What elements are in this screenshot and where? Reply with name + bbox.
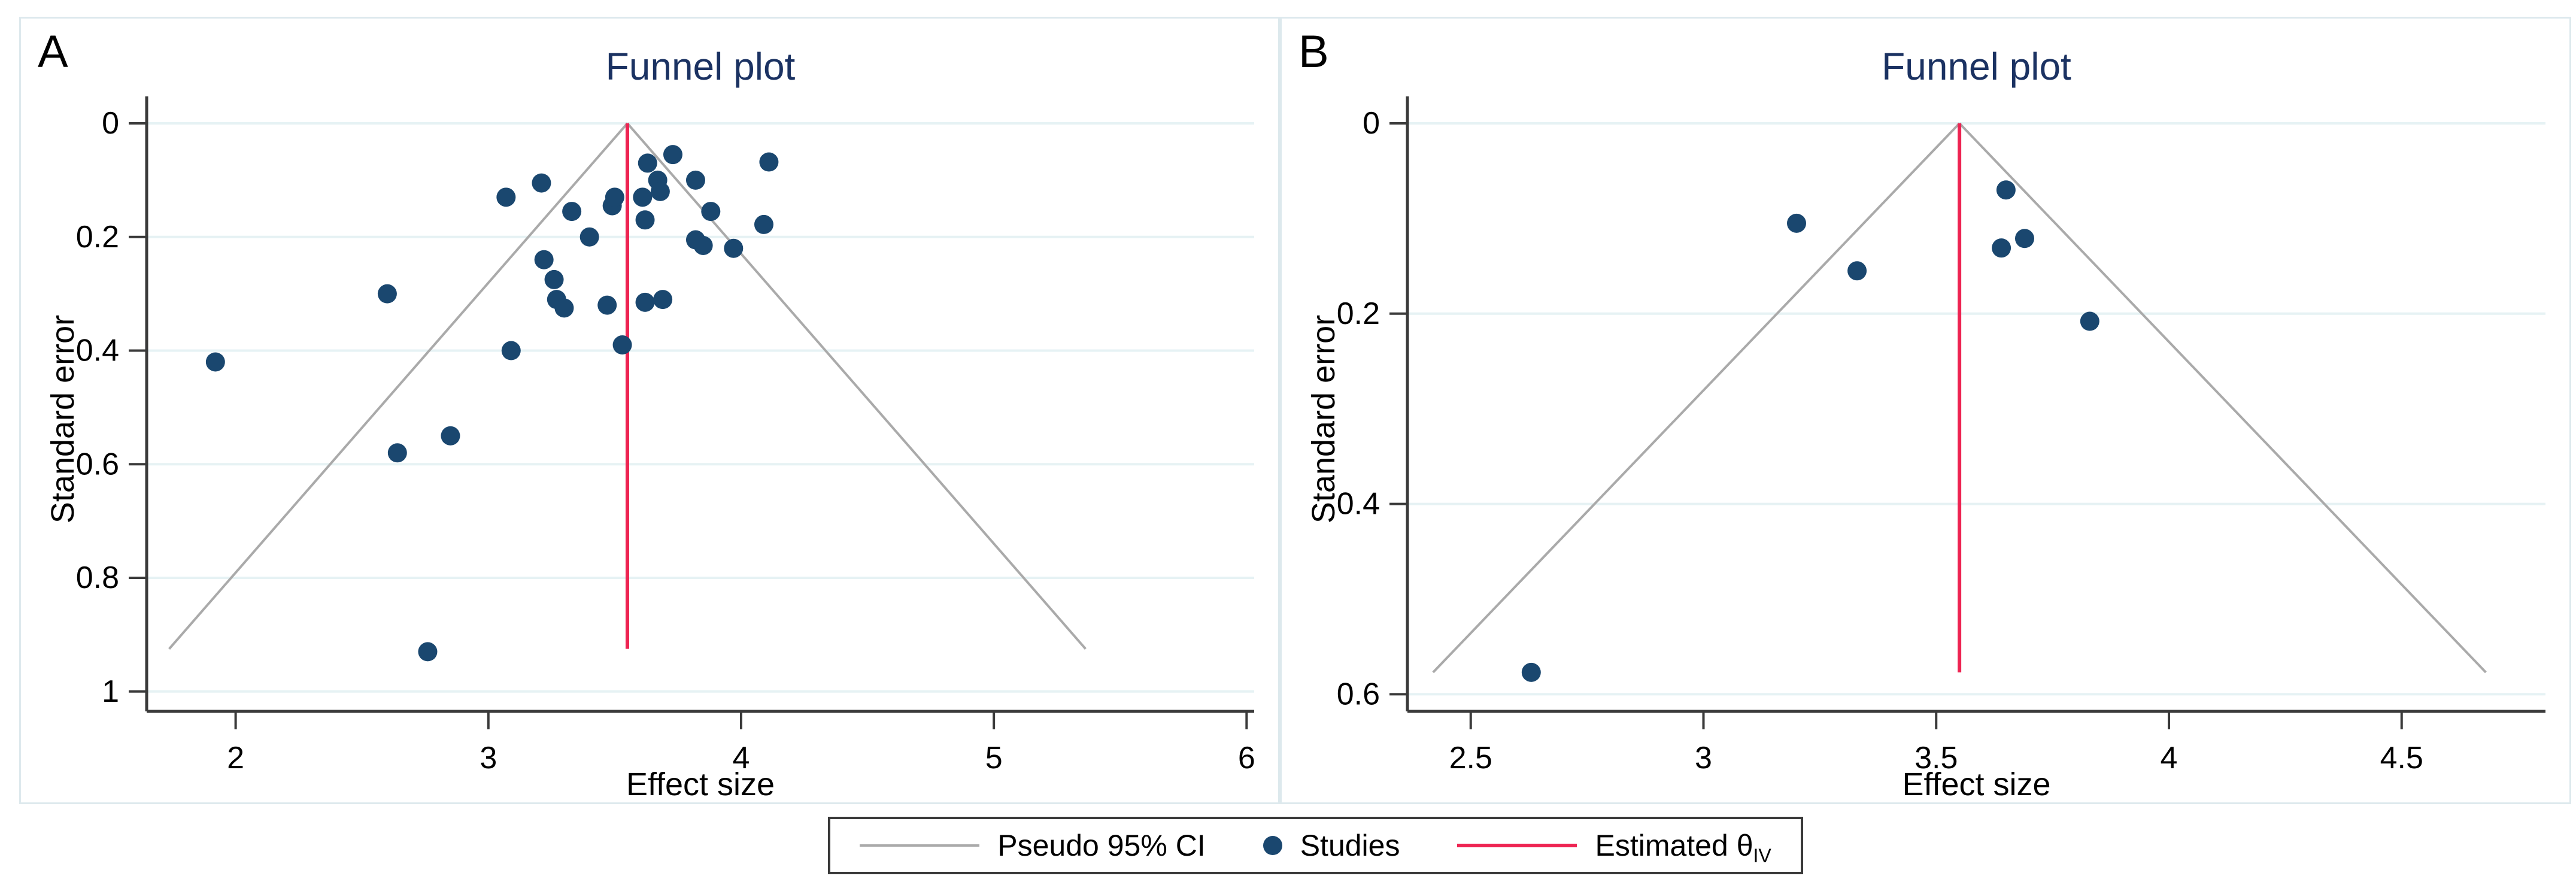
y-tick-label: 0.6	[1337, 677, 1380, 711]
x-tick-label: 3	[480, 741, 497, 775]
legend-line-swatch-icon	[1457, 844, 1577, 847]
study-point	[701, 202, 721, 222]
x-tick-label: 4	[733, 741, 750, 775]
study-point	[579, 227, 599, 247]
panel-a: 0 0.2 0.4 0.6 0.8 1 2 3 4 5 6 A Funnel plot Standa…	[19, 17, 1280, 804]
x-tick-label: 3.5	[1914, 741, 1958, 775]
study-point	[532, 173, 551, 193]
study-point	[441, 426, 460, 446]
y-tick-label: 0.4	[1337, 487, 1380, 522]
panel-a-label: A	[38, 26, 68, 77]
y-tick-label: 0.8	[76, 560, 119, 595]
study-point	[663, 145, 682, 165]
pseudo-ci-line-left	[1432, 122, 1961, 674]
study-point	[1786, 213, 1806, 233]
panel-b-label: B	[1298, 26, 1329, 77]
study-point	[754, 214, 773, 234]
panel-a-plot-canvas: 0 0.2 0.4 0.6 0.8 1 2 3 4 5 6	[76, 96, 1255, 775]
panel-b-title: Funnel plot	[1882, 45, 2071, 88]
study-point	[544, 269, 564, 289]
x-tick-label: 6	[1238, 741, 1255, 775]
legend-item-studies: Studies	[1263, 828, 1400, 863]
y-tick-label: 1	[102, 674, 119, 709]
panel-a-y-axis-title: Standard error	[45, 314, 81, 524]
pseudo-ci-line-right	[626, 122, 1087, 650]
y-tick-label: 0.2	[76, 220, 119, 254]
y-tick-label: 0.2	[1337, 296, 1380, 331]
study-point	[1992, 238, 2011, 258]
pseudo-ci-line-right	[1958, 122, 2487, 674]
study-point	[1847, 261, 1867, 281]
study-point	[534, 250, 554, 269]
y-tick-label: 0.6	[76, 447, 119, 481]
study-point	[635, 292, 655, 312]
pseudo-ci-line-left	[168, 122, 629, 650]
y-tick-label: 0.4	[76, 334, 119, 368]
study-point	[1521, 662, 1541, 682]
legend-item-pseudo-95-ci: Pseudo 95% CI	[860, 828, 1206, 863]
panel-b-x-axis-title: Effect size	[1902, 766, 2051, 802]
x-tick-label: 2.5	[1449, 741, 1492, 775]
legend-studies-dot-icon	[1263, 836, 1282, 855]
study-point	[2080, 311, 2099, 331]
study-point	[496, 187, 516, 207]
study-point	[633, 187, 653, 207]
x-tick-label: 4	[2161, 741, 2178, 775]
panel-a-title: Funnel plot	[605, 45, 796, 88]
legend-line-swatch-icon	[860, 844, 980, 847]
study-point	[612, 335, 632, 355]
study-point	[685, 170, 705, 190]
study-point	[650, 181, 670, 201]
panel-b-y-axis-title: Standard error	[1306, 314, 1342, 524]
study-point	[387, 443, 407, 463]
y-tick-label: 0	[102, 106, 119, 141]
x-tick-label: 2	[227, 741, 244, 775]
study-point	[1996, 180, 2016, 200]
panel-b-plot-canvas: 0 0.2 0.4 0.6 2.5 3 3.5 4 4.5	[1337, 96, 2545, 775]
study-point	[205, 352, 225, 372]
x-tick-label: 5	[985, 741, 1003, 775]
study-point	[554, 298, 574, 318]
study-point	[638, 153, 657, 173]
study-point	[693, 235, 713, 255]
panel-b: 0 0.2 0.4 0.6 2.5 3 3.5 4 4.5 B Funnel plot Stan…	[1280, 17, 2571, 804]
x-tick-label: 4.5	[2380, 741, 2423, 775]
study-point	[605, 187, 624, 207]
study-point	[501, 341, 521, 360]
y-tick-label: 0	[1363, 106, 1380, 141]
study-point	[2014, 229, 2034, 248]
study-point	[562, 202, 582, 222]
legend-item-estimated-theta: Estimated θIV	[1457, 828, 1771, 866]
x-tick-label: 3	[1695, 741, 1712, 775]
study-point	[635, 210, 655, 230]
legend-item-label: Pseudo 95% CI	[997, 829, 1206, 862]
legend-item-label: Studies	[1300, 829, 1400, 862]
study-point	[653, 290, 673, 310]
legend-item-label: Estimated θIV	[1595, 829, 1771, 866]
study-point	[724, 238, 744, 258]
study-point	[759, 152, 779, 172]
study-point	[377, 284, 397, 304]
panel-a-x-axis-title: Effect size	[626, 766, 775, 802]
study-point	[418, 642, 438, 662]
legend: Pseudo 95% CI Studies Estimated θIV	[828, 817, 1803, 874]
study-point	[597, 295, 617, 315]
